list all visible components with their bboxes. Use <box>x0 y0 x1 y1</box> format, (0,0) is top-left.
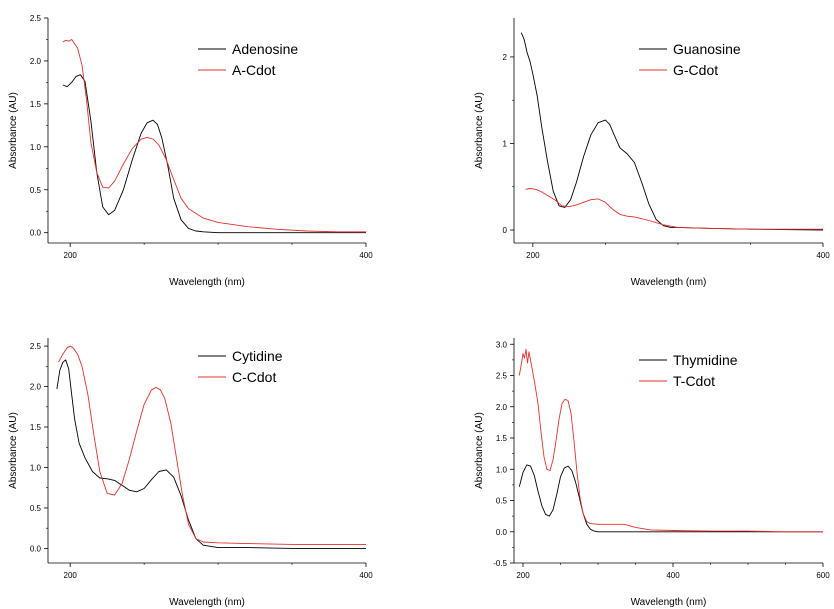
legend-label: Thymidine <box>673 352 738 368</box>
y-tick-label: 0.5 <box>30 186 42 195</box>
x-tick-label: 200 <box>64 251 78 260</box>
series-line-guanosine <box>520 32 824 231</box>
legend-label: T-Cdot <box>673 373 715 389</box>
y-tick-label: 2.0 <box>30 57 42 66</box>
y-tick-label: 1.0 <box>30 143 42 152</box>
y-tick-label: 2.0 <box>30 383 42 392</box>
x-tick-label: 200 <box>64 571 78 580</box>
y-tick-label: 1 <box>503 139 508 148</box>
chart-panel-4: -0.5 0.0 0.5 1.0 1.5 2.0 2.5 3.0 200 400 600 Wavele… <box>474 338 830 608</box>
series-line-c-cdot <box>58 345 366 545</box>
x-tick-label: 400 <box>359 571 373 580</box>
chart-panel-2: 0 1 2 200 400 Wavelength (nm) Absorbance (AU) G… <box>474 18 830 288</box>
series-line-adenosine <box>62 74 366 234</box>
x-axis-label: Wavelength (nm) <box>631 597 707 608</box>
x-tick-label: 200 <box>526 251 540 260</box>
y-tick-label: -0.5 <box>493 559 507 568</box>
legend-label: Guanosine <box>673 41 741 57</box>
y-tick-label: 1.5 <box>496 434 508 443</box>
y-tick-label: 2.0 <box>496 403 508 412</box>
y-tick-label: 0.0 <box>496 528 508 537</box>
chart-panel-3: 0.0 0.5 1.0 1.5 2.0 2.5 200 400 Wavelength (nm) A… <box>8 338 373 608</box>
y-tick-label: 1.5 <box>30 100 42 109</box>
y-tick-label: 2.5 <box>496 372 508 381</box>
y-tick-label: 0.0 <box>30 229 42 238</box>
y-axis-label: Absorbance (AU) <box>8 92 19 169</box>
y-tick-label: 0 <box>503 226 508 235</box>
series-line-g-cdot <box>525 188 823 230</box>
chart-panel-1: 0.0 0.5 1.0 1.5 2.0 2.5 200 400 Wavelength (nm) A… <box>8 14 373 288</box>
y-tick-label: 1.5 <box>30 423 42 432</box>
y-tick-label: 1.0 <box>496 465 508 474</box>
series-line-cytidine <box>56 359 366 549</box>
y-tick-label: 1.0 <box>30 463 42 472</box>
x-axis-label: Wavelength (nm) <box>631 277 707 288</box>
legend-label: G-Cdot <box>673 62 718 78</box>
x-axis-label: Wavelength (nm) <box>169 597 245 608</box>
x-tick-label: 200 <box>516 571 530 580</box>
series-line-t-cdot <box>518 348 823 533</box>
y-tick-label: 2.5 <box>30 342 42 351</box>
x-axis-label: Wavelength (nm) <box>169 277 245 288</box>
y-axis-label: Absorbance (AU) <box>474 412 485 489</box>
series-line-thymidine <box>518 464 823 533</box>
x-tick-label: 600 <box>816 571 830 580</box>
y-axis-label: Absorbance (AU) <box>474 92 485 169</box>
y-tick-label: 0.5 <box>496 497 508 506</box>
y-tick-label: 0.0 <box>30 544 42 553</box>
legend-label: A-Cdot <box>232 62 276 78</box>
y-tick-label: 2.5 <box>30 14 42 23</box>
y-tick-label: 3.0 <box>496 340 508 349</box>
legend-label: Adenosine <box>232 41 298 57</box>
legend-label: Cytidine <box>232 348 283 364</box>
y-tick-label: 2 <box>503 53 508 62</box>
y-axis-label: Absorbance (AU) <box>8 412 19 489</box>
x-tick-label: 400 <box>816 251 830 260</box>
y-tick-label: 0.5 <box>30 504 42 513</box>
series-line-a-cdot <box>62 39 366 233</box>
x-tick-label: 400 <box>359 251 373 260</box>
legend-label: C-Cdot <box>232 369 276 385</box>
x-tick-label: 400 <box>666 571 680 580</box>
